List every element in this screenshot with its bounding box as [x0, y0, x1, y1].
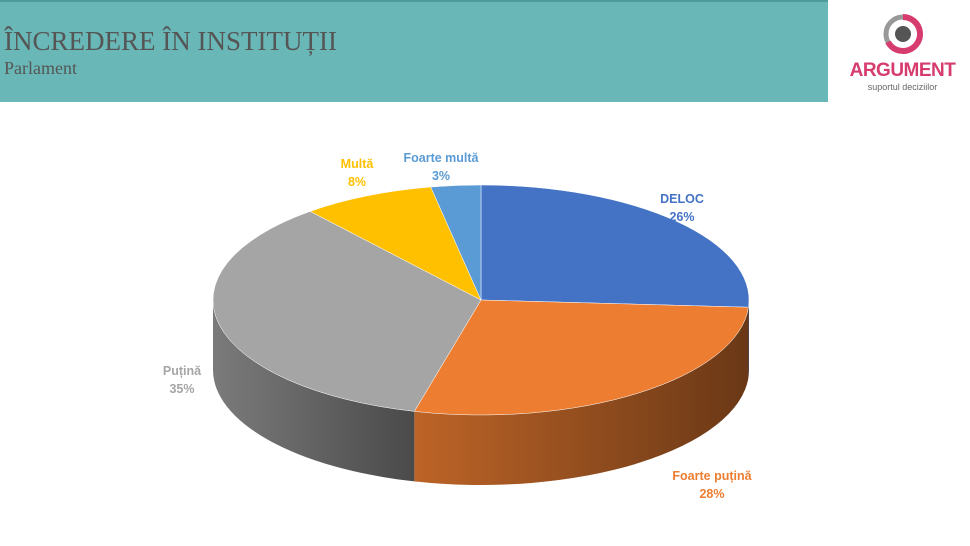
logo-ring-icon: [883, 14, 923, 54]
page-title: ÎNCREDERE ÎN INSTITUȚII: [4, 26, 337, 56]
pie-side-2: [213, 300, 415, 482]
logo-tagline: suportul deciziilor: [867, 82, 938, 92]
pie-slice-4: [430, 184, 482, 301]
page-subtitle: Parlament: [4, 58, 77, 78]
slice-category-label: Foarte puțină: [672, 469, 752, 483]
slice-category-label: DELOC: [660, 192, 704, 206]
slice-category-label: Foarte multă: [403, 151, 479, 165]
pie-slice-0: [480, 184, 750, 308]
header-band: ÎNCREDERE ÎN INSTITUȚII Parlament: [0, 0, 828, 102]
pie-side-0: [748, 300, 749, 378]
slice-value-label: 35%: [169, 382, 194, 396]
logo-name: ARGUMENT: [849, 60, 956, 81]
slice-value-label: 28%: [699, 487, 724, 501]
pie-slice-3: [309, 186, 482, 301]
pie-slice-1: [413, 299, 749, 416]
pie-side-1: [414, 307, 749, 485]
slice-value-label: 8%: [348, 175, 366, 189]
slice-value-label: 3%: [432, 169, 450, 183]
slice-category-label: Multă: [341, 157, 375, 171]
pie-slice-2: [212, 211, 482, 412]
slice-value-label: 26%: [669, 210, 694, 224]
slice-category-label: Puțină: [163, 364, 202, 378]
logo: ARGUMENT suportul deciziilor: [840, 10, 965, 100]
